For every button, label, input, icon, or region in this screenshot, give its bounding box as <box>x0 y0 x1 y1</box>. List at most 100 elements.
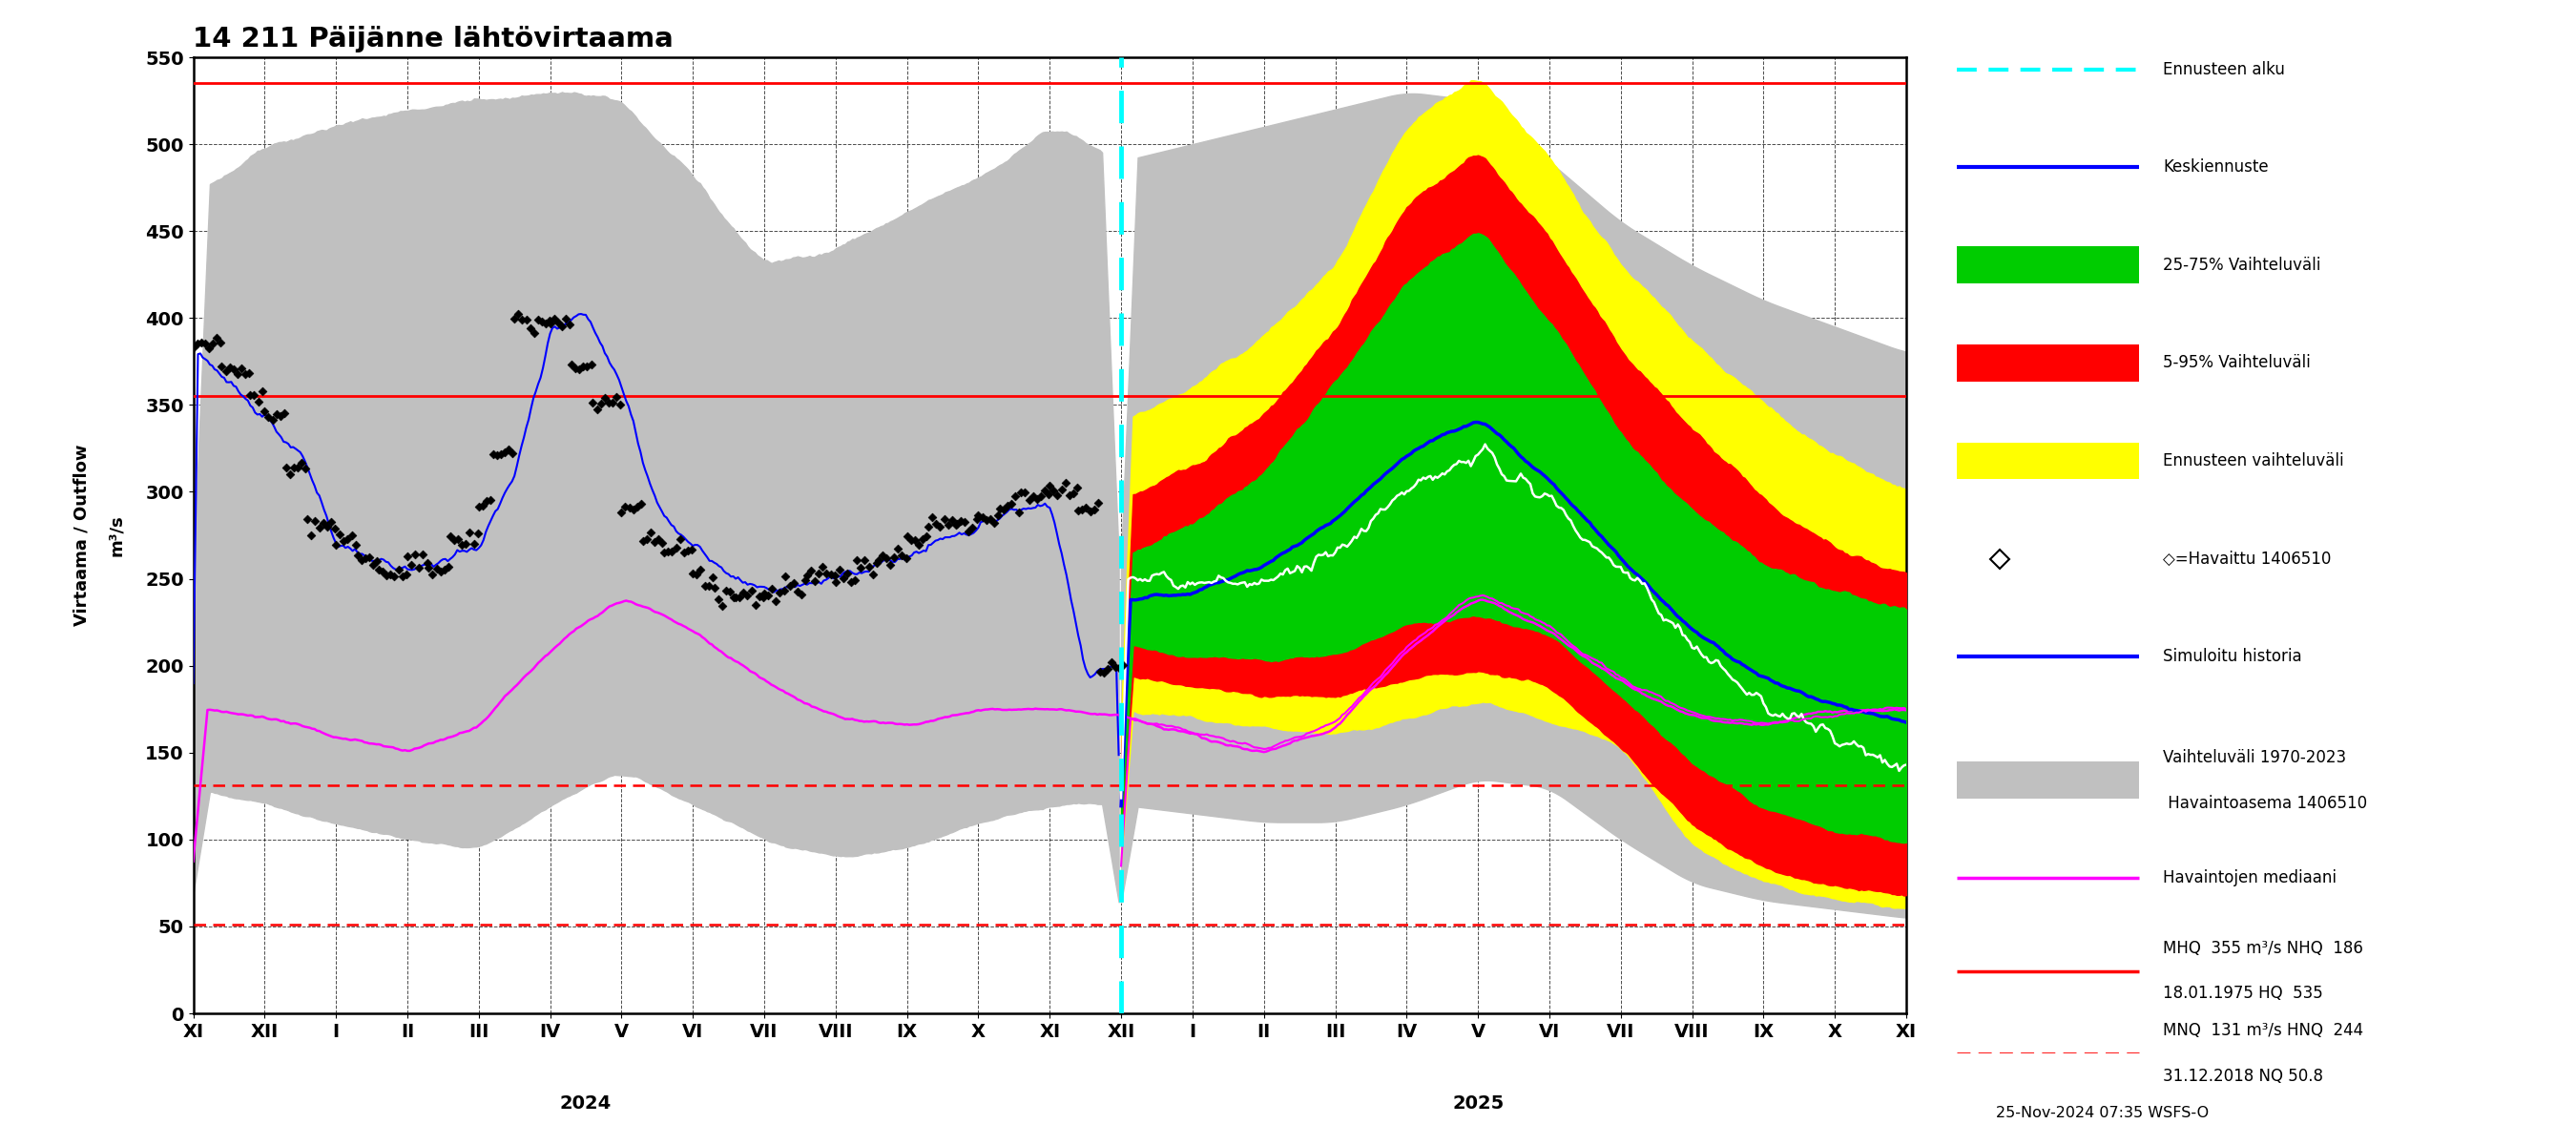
Point <box>685 577 726 595</box>
Point <box>752 581 793 599</box>
Point <box>845 551 886 569</box>
Point <box>438 530 479 548</box>
Point <box>878 539 920 558</box>
Point <box>281 453 322 472</box>
Point <box>744 585 786 603</box>
Point <box>961 507 1002 526</box>
Point <box>987 497 1028 515</box>
Point <box>260 406 301 425</box>
Point <box>819 560 860 578</box>
Point <box>477 447 518 465</box>
Point <box>793 572 835 591</box>
Point <box>644 544 685 562</box>
Point <box>806 564 848 583</box>
Point <box>1077 493 1118 512</box>
Point <box>1100 658 1141 677</box>
Point <box>309 513 350 531</box>
Point <box>392 555 433 574</box>
Point <box>188 339 229 357</box>
Point <box>355 552 397 570</box>
Point <box>193 334 234 353</box>
Point <box>185 334 227 353</box>
Point <box>1066 498 1108 516</box>
Text: 5-95% Vaihteluväli: 5-95% Vaihteluväli <box>2164 354 2311 371</box>
Point <box>698 591 739 609</box>
Point <box>440 536 482 554</box>
Point <box>386 547 428 566</box>
Point <box>958 506 999 524</box>
Point <box>420 562 461 581</box>
Text: 14 211 Päijänne lähtövirtaama: 14 211 Päijänne lähtövirtaama <box>193 25 675 53</box>
Point <box>672 564 714 583</box>
Point <box>984 500 1025 519</box>
Point <box>667 542 708 560</box>
Point <box>209 357 250 376</box>
Point <box>1046 474 1087 492</box>
Point <box>206 362 247 380</box>
Point <box>600 395 641 413</box>
Point <box>229 364 270 382</box>
Point <box>425 560 466 578</box>
Point <box>222 360 263 378</box>
Point <box>513 324 554 342</box>
Point <box>531 315 572 333</box>
Point <box>510 319 551 338</box>
Point <box>871 555 912 574</box>
Point <box>201 333 242 352</box>
Point <box>229 386 270 404</box>
Point <box>1054 484 1095 503</box>
Point <box>286 459 327 477</box>
Point <box>899 536 940 554</box>
Point <box>600 504 641 522</box>
Point <box>479 444 520 463</box>
Point <box>948 522 989 540</box>
Point <box>265 458 307 476</box>
Point <box>953 519 994 537</box>
Point <box>814 572 855 591</box>
Point <box>907 518 948 536</box>
Point <box>371 564 412 583</box>
Point <box>732 582 773 600</box>
Point <box>319 526 361 544</box>
Point <box>739 587 781 606</box>
Point <box>701 597 742 615</box>
Point <box>278 458 319 476</box>
Point <box>734 595 775 614</box>
Point <box>242 382 283 401</box>
Point <box>335 536 376 554</box>
Point <box>922 510 963 528</box>
Point <box>726 586 768 605</box>
Point <box>894 530 935 548</box>
Point <box>363 562 404 581</box>
Text: 18.01.1975 HQ  535: 18.01.1975 HQ 535 <box>2164 985 2324 1002</box>
Point <box>247 408 289 426</box>
Point <box>814 566 855 584</box>
Point <box>237 393 278 411</box>
Point <box>662 543 703 561</box>
Point <box>778 583 819 601</box>
Point <box>353 555 394 574</box>
Point <box>724 583 765 601</box>
Point <box>605 497 647 515</box>
Text: 25-Nov-2024 07:35 WSFS-O: 25-Nov-2024 07:35 WSFS-O <box>1996 1106 2210 1120</box>
Point <box>428 558 469 576</box>
Point <box>469 491 510 510</box>
Point <box>956 510 997 528</box>
Point <box>585 389 626 408</box>
Point <box>307 518 348 536</box>
Point <box>781 585 822 603</box>
Point <box>587 394 629 412</box>
Point <box>379 560 420 578</box>
Point <box>1028 485 1069 504</box>
Point <box>407 554 448 572</box>
Text: Ennusteen alku: Ennusteen alku <box>2164 61 2285 78</box>
Point <box>337 546 379 564</box>
Point <box>572 394 613 412</box>
Text: 25-75% Vaihteluväli: 25-75% Vaihteluväli <box>2164 256 2321 274</box>
Point <box>407 559 448 577</box>
Point <box>855 553 896 571</box>
Point <box>301 514 343 532</box>
Point <box>765 567 806 585</box>
Point <box>386 566 428 584</box>
Point <box>1059 500 1100 519</box>
